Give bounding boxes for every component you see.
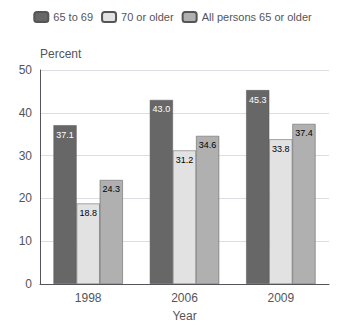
svg-text:2006: 2006 (171, 291, 198, 305)
svg-text:2009: 2009 (267, 291, 294, 305)
svg-text:Percent: Percent (40, 47, 82, 61)
svg-text:65 to 69: 65 to 69 (53, 11, 93, 23)
svg-text:37.4: 37.4 (295, 128, 313, 138)
svg-text:0: 0 (25, 277, 32, 291)
svg-text:45.3: 45.3 (249, 95, 267, 105)
svg-text:70 or older: 70 or older (121, 11, 174, 23)
svg-text:1998: 1998 (75, 291, 102, 305)
svg-text:33.8: 33.8 (272, 144, 290, 154)
svg-text:31.2: 31.2 (176, 155, 194, 165)
svg-text:40: 40 (19, 106, 33, 120)
svg-text:All persons 65 or older: All persons 65 or older (202, 11, 312, 23)
svg-text:18.8: 18.8 (79, 208, 97, 218)
svg-text:24.3: 24.3 (103, 184, 121, 194)
svg-text:50: 50 (19, 63, 33, 77)
svg-text:43.0: 43.0 (153, 104, 171, 114)
svg-text:20: 20 (19, 191, 33, 205)
svg-text:Year: Year (172, 309, 196, 323)
svg-text:30: 30 (19, 149, 33, 163)
svg-text:34.6: 34.6 (199, 140, 217, 150)
svg-text:37.1: 37.1 (56, 130, 74, 140)
svg-text:10: 10 (19, 234, 33, 248)
